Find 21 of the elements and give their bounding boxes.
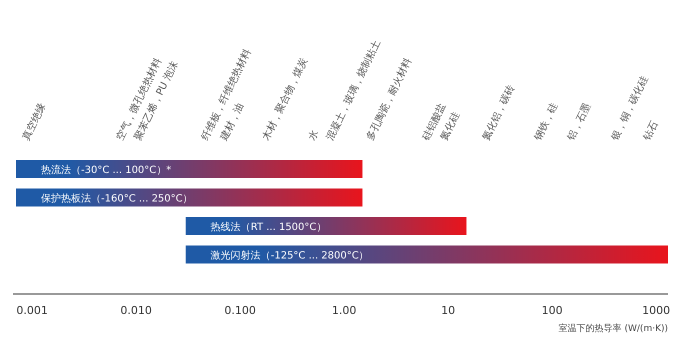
x-axis-title: 室温下的热导率 (W/(m·K)) [558,323,668,334]
y-tick-label: 热流法（-30°C ... 100°C）* [41,164,172,176]
y-tick-label: 热线法（RT ... 1500°C） [210,221,326,233]
x-tick-label: 0.010 [120,304,152,317]
bar [186,217,466,235]
y-tick-label: 激光闪射法（-125°C ... 2800°C） [210,250,369,262]
bar [16,160,362,178]
bar [16,188,362,206]
x-tick-label: 1.00 [332,304,356,317]
x-tick-label: 10 [441,304,456,317]
text: 钢铁，硅 [531,101,560,144]
x-tick-label: 0.001 [16,304,48,317]
x-tick-label: 1000 [642,304,670,317]
text: 钻石 [641,120,660,144]
x-tick-label: 100 [542,304,563,317]
y-tick-label: 保护热板法（-160°C ... 250°C） [41,192,193,204]
text: 氮化铝，碳砖 [480,83,517,142]
x-tick-label: 0.100 [224,304,256,317]
text: 真空绝缘 [20,101,48,142]
bar [186,246,668,264]
text: 铝，石墨 [565,102,594,144]
